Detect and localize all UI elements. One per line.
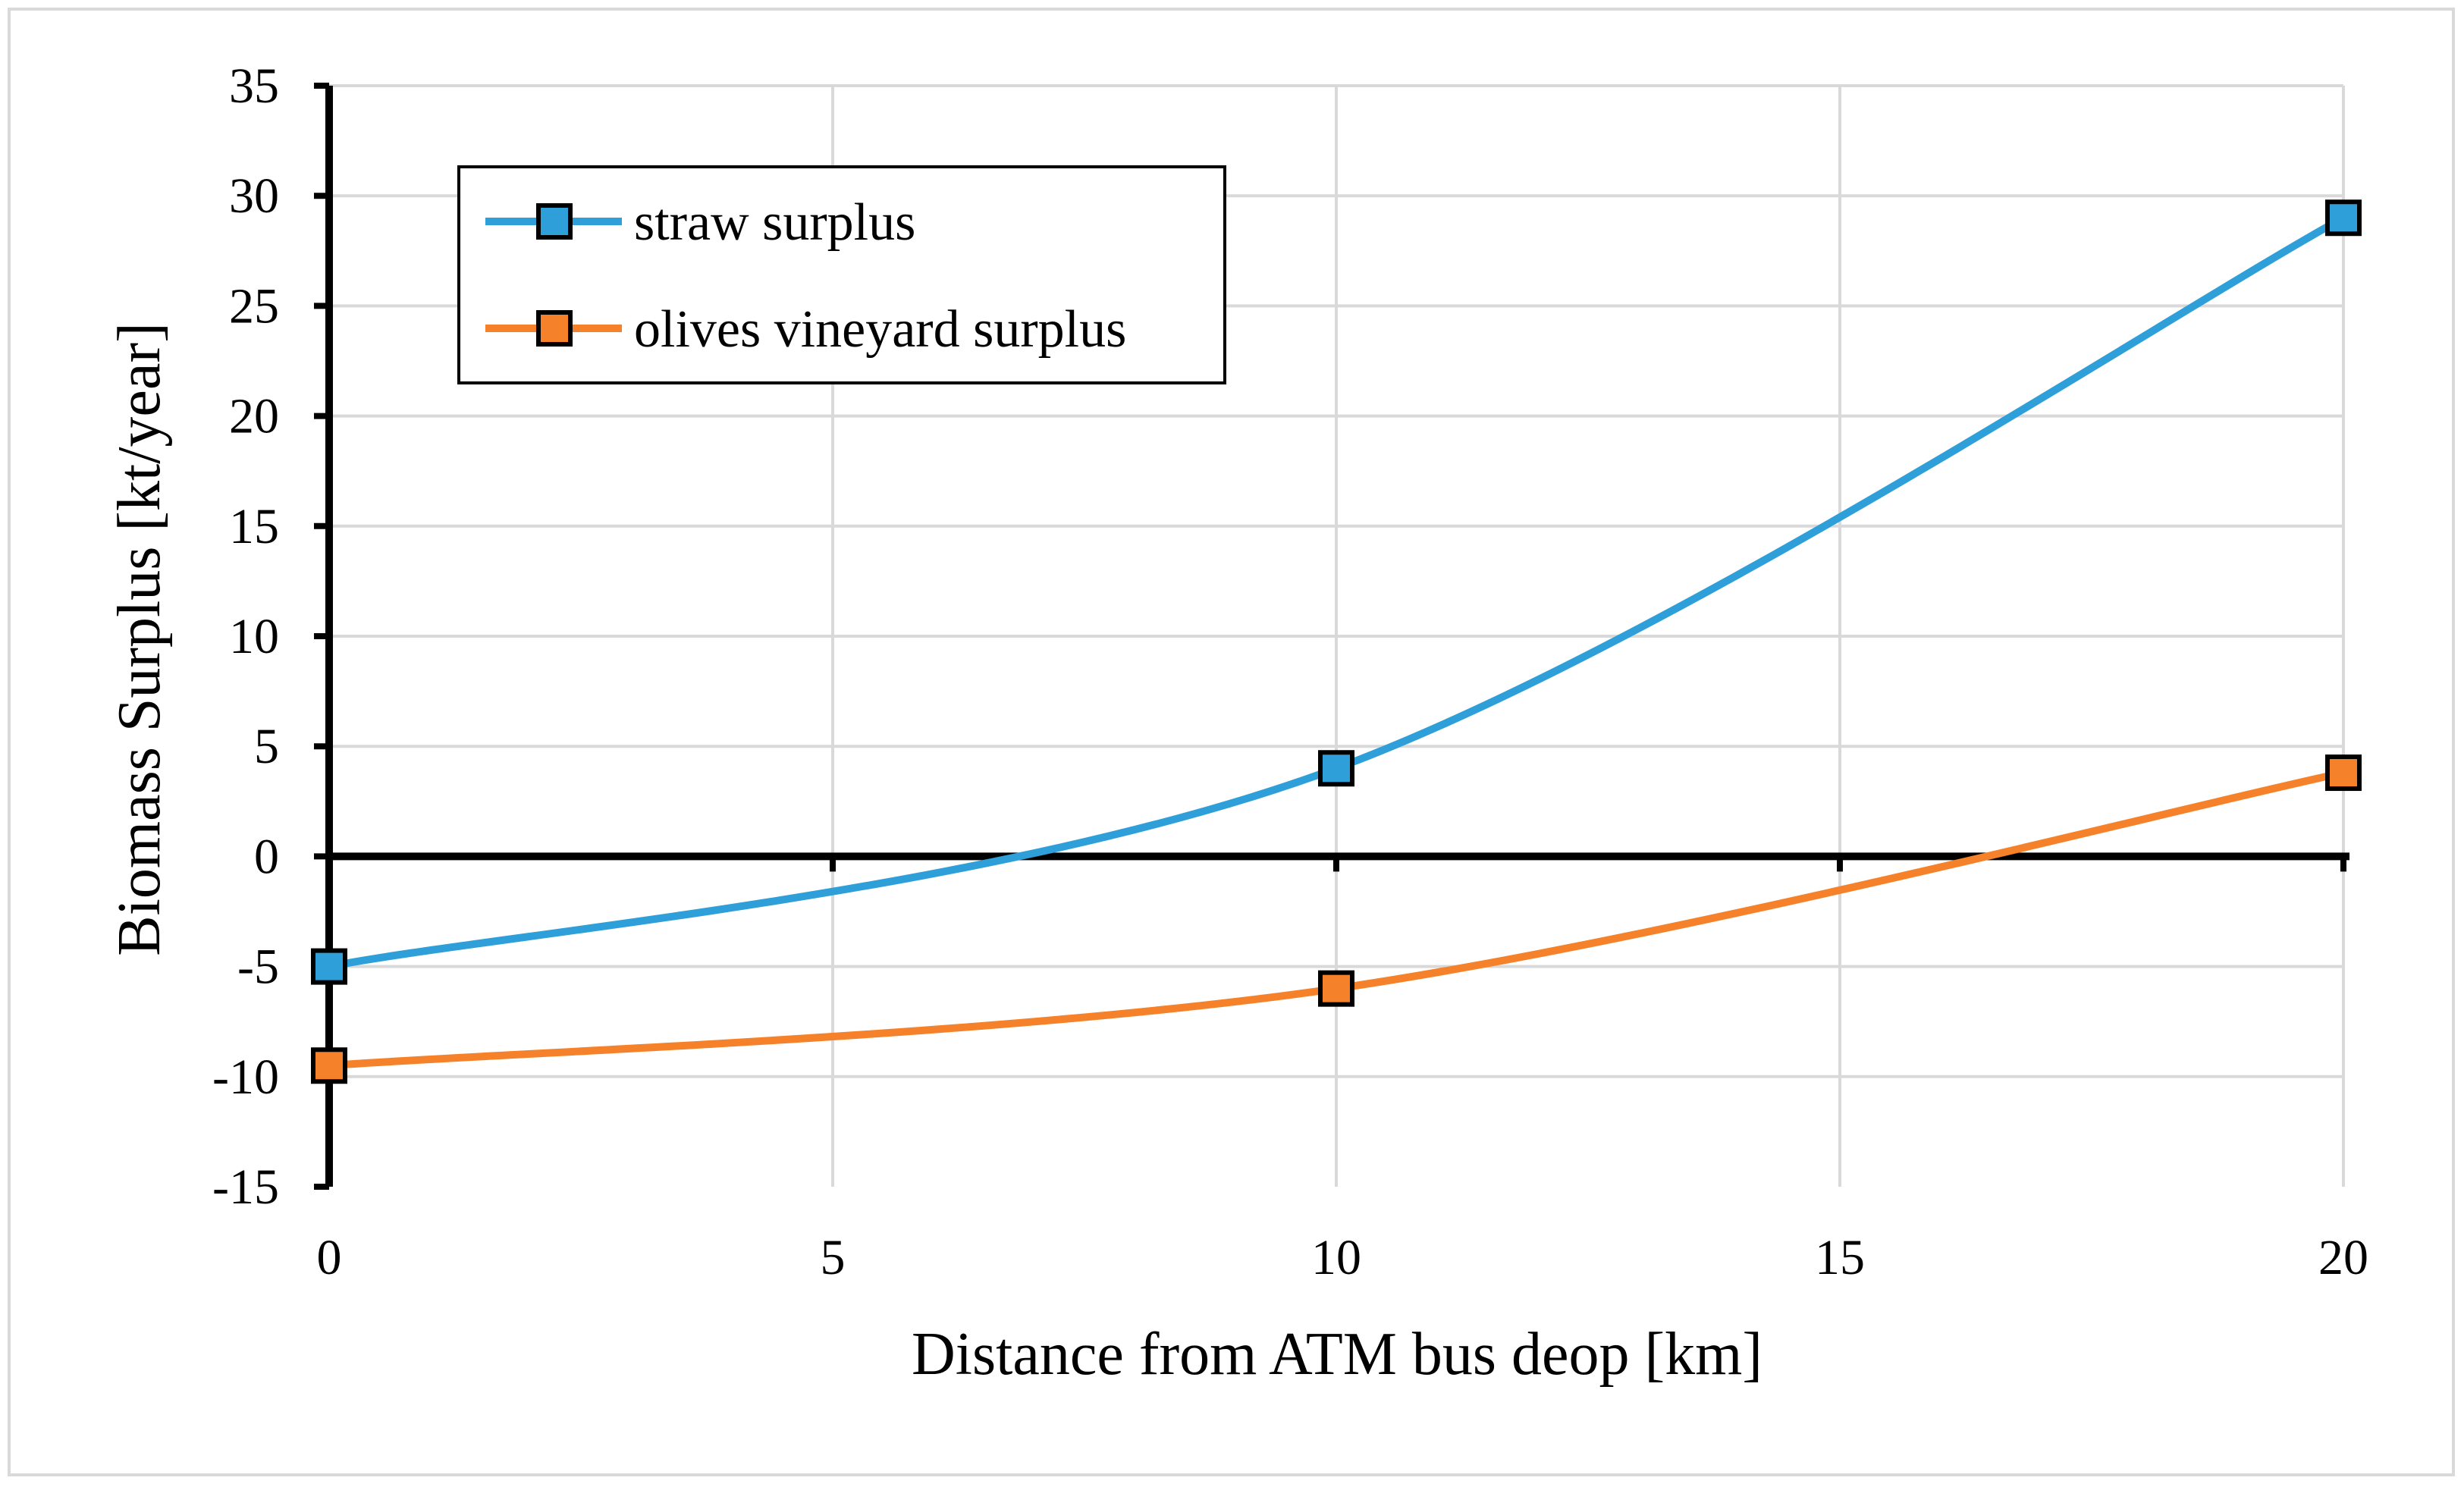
y-axis-title: Biomass Surplus [kt/year] — [106, 322, 173, 955]
y-tick-label: -10 — [212, 1049, 279, 1105]
legend-label: straw surplus — [634, 193, 915, 252]
x-tick-label: 5 — [821, 1230, 846, 1285]
data-point-marker — [311, 948, 347, 985]
y-tick-label: 15 — [229, 499, 279, 554]
x-axis-title: Distance from ATM bus deop [km] — [912, 1321, 1762, 1388]
x-tick-label: 15 — [1815, 1230, 1865, 1285]
data-point-marker — [2325, 199, 2362, 237]
x-tick-labels: 0 5 10 15 20 — [317, 1230, 2369, 1285]
data-point-marker — [311, 1047, 347, 1084]
legend: straw surplus olives vineyard surplus — [457, 165, 1226, 384]
legend-swatch-marker — [536, 203, 573, 240]
y-tick-label: 35 — [229, 58, 279, 114]
y-tick-label: 10 — [229, 609, 279, 664]
y-tick-label: 5 — [254, 719, 279, 774]
data-point-marker — [1318, 970, 1354, 1007]
legend-swatch-marker — [536, 310, 573, 347]
y-tick-label: 20 — [229, 389, 279, 444]
data-point-marker — [1318, 750, 1354, 787]
chart-frame — [8, 8, 2455, 1476]
grid-lines — [329, 84, 2345, 1187]
legend-label: olives vineyard surplus — [634, 300, 1126, 359]
x-tick-label: 10 — [1311, 1230, 1361, 1285]
x-tick-label: 20 — [2318, 1230, 2368, 1285]
y-tick-label: 30 — [229, 168, 279, 224]
legend-box — [457, 165, 1226, 384]
y-tick-label: -15 — [212, 1159, 279, 1215]
data-point-marker — [2325, 754, 2362, 792]
y-tick-label: -5 — [237, 940, 279, 995]
x-tick-label: 0 — [317, 1230, 342, 1285]
y-tick-label: 25 — [229, 278, 279, 334]
data-markers — [311, 199, 2362, 1084]
y-tick-labels: -15 -10 -5 0 5 10 15 20 25 30 35 — [212, 58, 279, 1215]
y-tick-label: 0 — [254, 829, 279, 884]
